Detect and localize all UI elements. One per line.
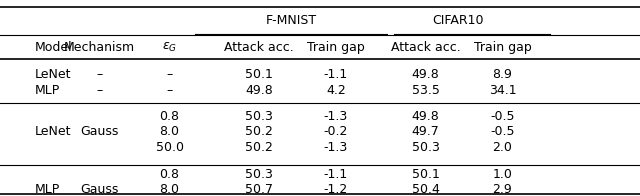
Text: -0.2: -0.2: [324, 125, 348, 138]
Text: -1.3: -1.3: [324, 141, 348, 154]
Text: –: –: [96, 84, 102, 97]
Text: 50.3: 50.3: [245, 168, 273, 181]
Text: -0.5: -0.5: [490, 110, 515, 123]
Text: 0.8: 0.8: [159, 168, 180, 181]
Text: LeNet: LeNet: [35, 125, 72, 138]
Text: $\varepsilon_G$: $\varepsilon_G$: [162, 41, 177, 54]
Text: Gauss: Gauss: [80, 125, 118, 138]
Text: 50.1: 50.1: [245, 68, 273, 81]
Text: 50.3: 50.3: [245, 110, 273, 123]
Text: 49.8: 49.8: [245, 84, 273, 97]
Text: 4.2: 4.2: [326, 84, 346, 97]
Text: –: –: [96, 68, 102, 81]
Text: 34.1: 34.1: [488, 84, 516, 97]
Text: -0.5: -0.5: [490, 125, 515, 138]
Text: -1.1: -1.1: [324, 168, 348, 181]
Text: –: –: [166, 68, 173, 81]
Text: 50.1: 50.1: [412, 168, 440, 181]
Text: Attack acc.: Attack acc.: [225, 41, 294, 54]
Text: Attack acc.: Attack acc.: [391, 41, 460, 54]
Text: 1.0: 1.0: [492, 168, 513, 181]
Text: 8.0: 8.0: [159, 125, 180, 138]
Text: MLP: MLP: [35, 84, 60, 97]
Text: Model: Model: [35, 41, 73, 54]
Text: 50.3: 50.3: [412, 141, 440, 154]
Text: 2.9: 2.9: [493, 183, 512, 196]
Text: LeNet: LeNet: [35, 68, 72, 81]
Text: MLP: MLP: [35, 183, 60, 196]
Text: 53.5: 53.5: [412, 84, 440, 97]
Text: F-MNIST: F-MNIST: [266, 15, 317, 27]
Text: 50.0: 50.0: [156, 141, 184, 154]
Text: Train gap: Train gap: [307, 41, 365, 54]
Text: Gauss: Gauss: [80, 183, 118, 196]
Text: Train gap: Train gap: [474, 41, 531, 54]
Text: 49.7: 49.7: [412, 125, 440, 138]
Text: –: –: [166, 84, 173, 97]
Text: 49.8: 49.8: [412, 110, 440, 123]
Text: 50.4: 50.4: [412, 183, 440, 196]
Text: CIFAR10: CIFAR10: [432, 15, 483, 27]
Text: 0.8: 0.8: [159, 110, 180, 123]
Text: 50.7: 50.7: [245, 183, 273, 196]
Text: -1.1: -1.1: [324, 68, 348, 81]
Text: 8.0: 8.0: [159, 183, 180, 196]
Text: 2.0: 2.0: [492, 141, 513, 154]
Text: -1.3: -1.3: [324, 110, 348, 123]
Text: -1.2: -1.2: [324, 183, 348, 196]
Text: Mechanism: Mechanism: [63, 41, 135, 54]
Text: 50.2: 50.2: [245, 141, 273, 154]
Text: 50.2: 50.2: [245, 125, 273, 138]
Text: 49.8: 49.8: [412, 68, 440, 81]
Text: 8.9: 8.9: [492, 68, 513, 81]
